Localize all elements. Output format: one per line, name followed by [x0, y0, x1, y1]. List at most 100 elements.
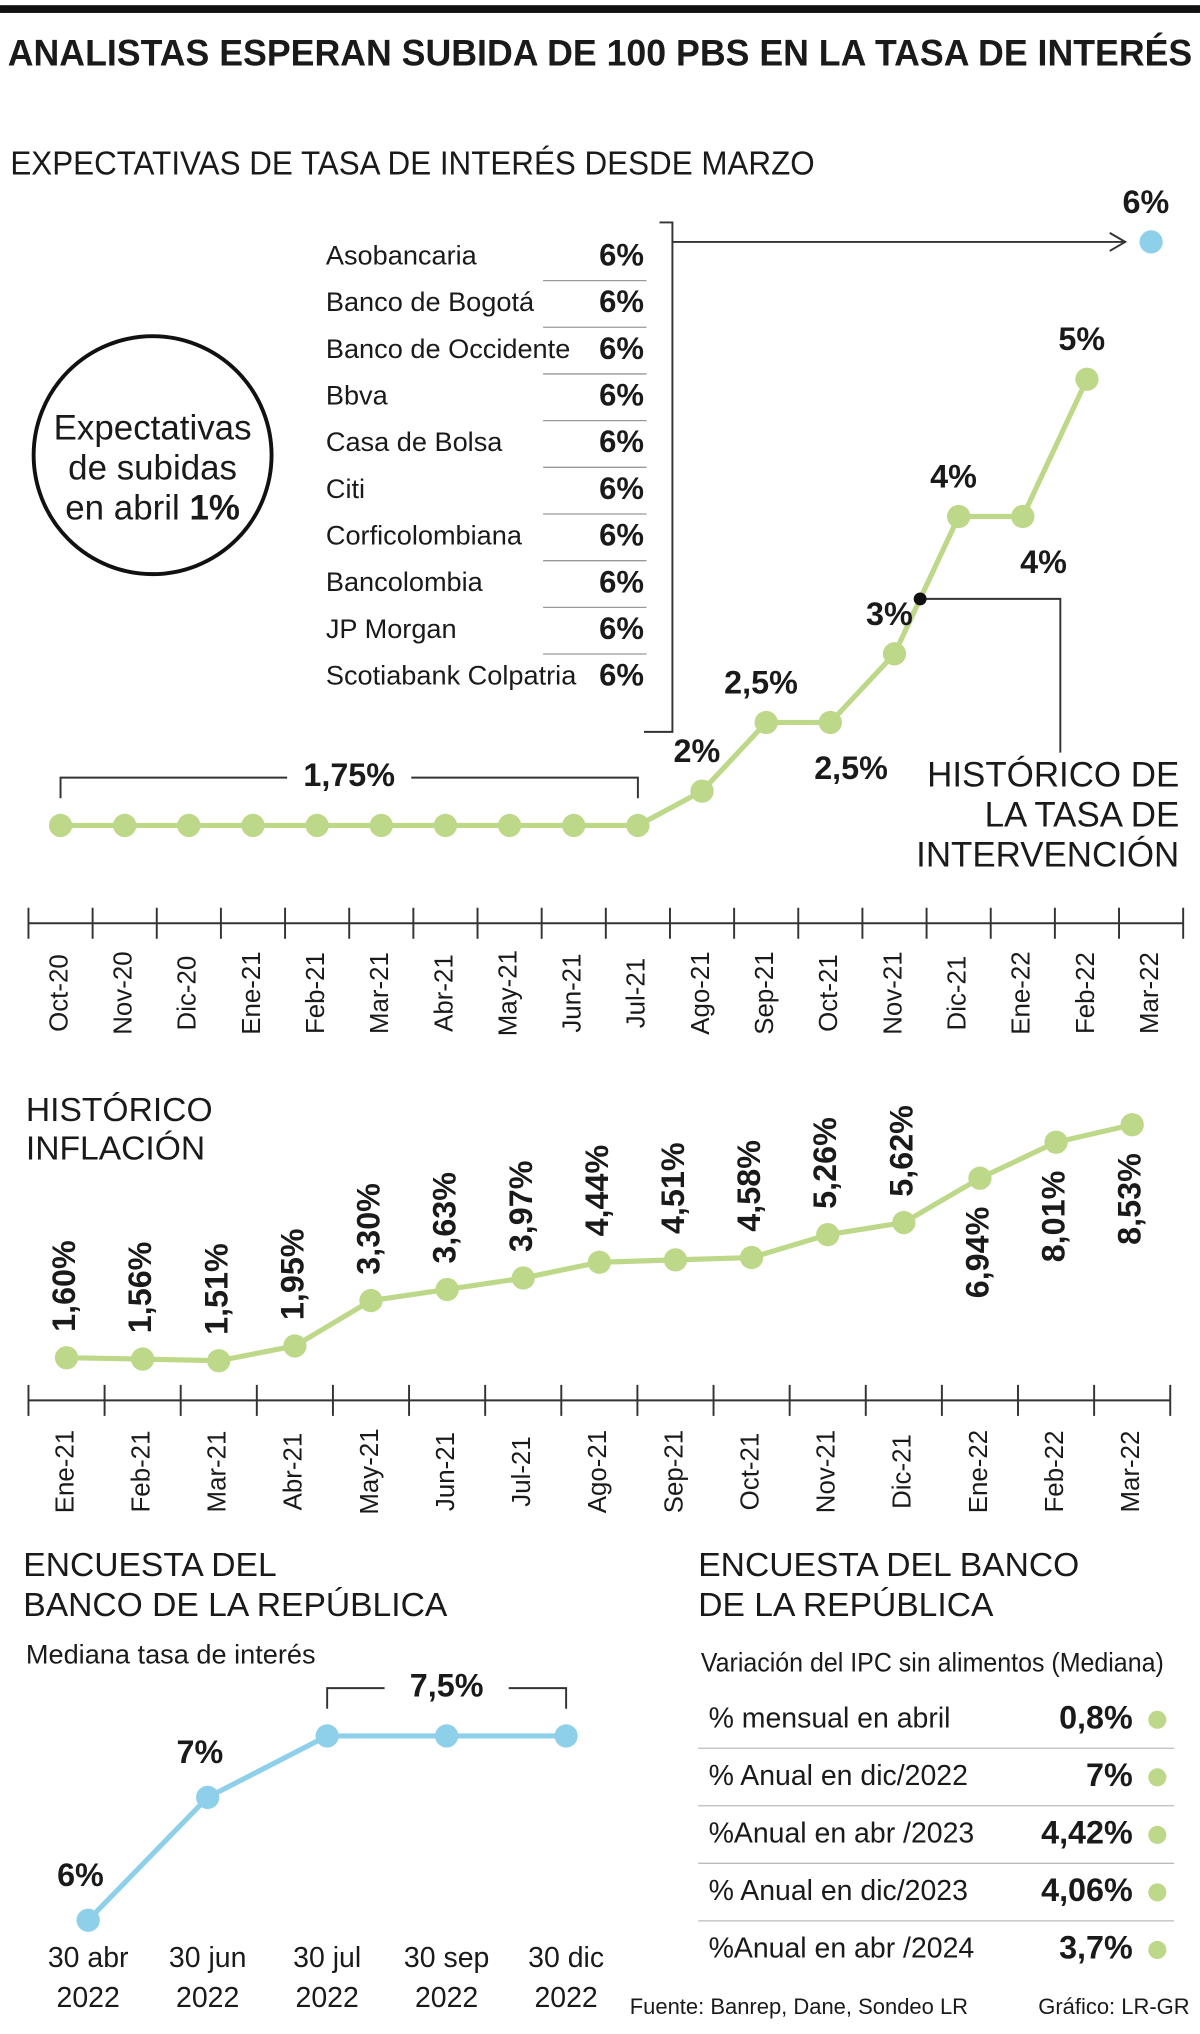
bank-value: 6%	[599, 284, 644, 319]
callout-text: en abril 1%	[65, 489, 240, 528]
value-label: 1,60%	[46, 1240, 82, 1332]
bank-name: JP Morgan	[326, 613, 457, 644]
data-point	[663, 1248, 688, 1272]
table-bracket	[643, 221, 674, 733]
annotation-connector	[920, 597, 1062, 753]
bank-value: 6%	[599, 658, 644, 693]
bank-value: 6%	[599, 564, 644, 599]
value-label: 3,63%	[427, 1172, 463, 1264]
x-tick-label: Ene-21	[238, 951, 266, 1034]
x-tick-label: Oct-21	[736, 1433, 764, 1511]
x-tick-label: 30 jun 2022	[168, 1940, 247, 2014]
page-title: ANALISTAS ESPERAN SUBIDA DE 100 PBS EN L…	[8, 32, 1192, 74]
bank-value: 6%	[599, 518, 644, 553]
x-tick-label: May-21	[356, 1428, 384, 1514]
x-tick-label-box: 30 abr 2022	[48, 1941, 129, 2013]
value-label: 6%	[1123, 184, 1170, 220]
callout-text: Expectativas	[54, 409, 252, 448]
value-label: 5,26%	[807, 1117, 843, 1209]
chart-title: INFLACIÓN	[26, 1130, 205, 1168]
data-point	[369, 813, 393, 838]
x-tick-label: Abr-21	[280, 1433, 308, 1511]
bank-name: Scotiabank Colpatria	[326, 660, 577, 691]
data-point	[54, 1346, 79, 1370]
bank-name: Bbva	[326, 380, 389, 411]
annotation-dot	[913, 592, 927, 606]
callout-value: 1%	[189, 489, 239, 528]
data-point	[511, 1266, 535, 1290]
bank-name: Banco de Bogotá	[326, 286, 535, 317]
data-point	[131, 1347, 155, 1371]
bank-value: 6%	[599, 331, 644, 366]
data-point	[554, 1724, 578, 1748]
chart-title: BANCO DE LA REPÚBLICA	[23, 1586, 448, 1624]
x-tick-label: Nov-21	[813, 1430, 841, 1513]
x-tick-label-box: 30 dic 2022	[528, 1941, 604, 2013]
chart-subtitle: Variación del IPC sin alimentos (Mediana…	[701, 1646, 1164, 1677]
x-tick-label: Feb-21	[127, 1431, 155, 1513]
x-tick-label: Feb-21	[302, 952, 330, 1034]
x-tick-label: Sep-21	[660, 1430, 688, 1513]
x-tick-label: Jul-21	[623, 958, 651, 1028]
bank-name: Citi	[326, 473, 365, 504]
row-value: 4,42%	[1041, 1814, 1133, 1850]
value-label: 4%	[930, 459, 977, 495]
bracket-gap	[287, 759, 412, 796]
value-label: 4%	[1020, 544, 1067, 580]
bank-value: 6%	[599, 471, 644, 506]
x-tick-label: Sep-21	[751, 951, 779, 1034]
x-tick-label: Ago-21	[687, 951, 715, 1034]
callout-line: Expectativas	[54, 409, 252, 448]
bank-name: Asobancaria	[326, 239, 478, 270]
annotation: HISTÓRICO DE	[927, 755, 1179, 794]
bank-value: 6%	[599, 378, 644, 413]
x-tick-label: Feb-22	[1041, 1431, 1069, 1513]
row-value: 3,7%	[1059, 1929, 1133, 1965]
data-point	[1011, 504, 1035, 529]
value-label: 2,5%	[814, 750, 888, 786]
data-point	[359, 1288, 383, 1313]
x-tick-label: Nov-20	[110, 951, 138, 1034]
bracket-gap	[384, 1670, 509, 1707]
bank-name: Banco de Occidente	[326, 333, 570, 364]
x-tick-label: Oct-21	[815, 954, 843, 1032]
data-point	[739, 1245, 764, 1270]
row-label: % mensual en abril	[709, 1702, 951, 1734]
x-tick-label: Feb-22	[1072, 952, 1100, 1034]
data-point	[562, 813, 586, 838]
data-point	[207, 1349, 231, 1373]
bank-name: Corficolombiana	[326, 520, 523, 551]
callout-circle	[31, 334, 274, 577]
bank-name: Bancolombia	[326, 566, 484, 597]
data-point	[818, 710, 842, 735]
data-point	[177, 813, 201, 838]
data-point	[816, 1223, 840, 1247]
row-dot	[1148, 1710, 1167, 1729]
data-point	[435, 1277, 459, 1302]
row-dot	[1148, 1883, 1167, 1902]
x-tick-label: Jul-21	[508, 1436, 536, 1506]
value-label: 4,58%	[731, 1140, 767, 1232]
value-label: 2%	[674, 733, 721, 769]
series-line	[86, 1733, 567, 1923]
chart-title: HISTÓRICO	[26, 1091, 213, 1129]
data-point	[968, 1166, 992, 1190]
data-point	[113, 813, 137, 838]
x-tick-label: May-21	[494, 950, 522, 1036]
x-tick-label: Ene-22	[965, 1430, 993, 1513]
top-bar	[0, 5, 1200, 13]
value-label: 1,51%	[198, 1243, 234, 1335]
x-tick-label: Jun-21	[432, 1432, 460, 1511]
data-point	[1120, 1113, 1144, 1137]
data-point	[497, 813, 522, 838]
data-point	[1075, 367, 1099, 391]
row-label: % Anual en dic/2023	[709, 1875, 968, 1907]
value-label: 7,5%	[410, 1668, 484, 1704]
value-label: 3%	[866, 596, 913, 632]
data-point	[1044, 1130, 1068, 1154]
data-point	[587, 1250, 611, 1274]
annotation: INTERVENCIÓN	[916, 836, 1179, 875]
value-label: 6,94%	[959, 1207, 995, 1299]
x-tick-label: Jun-21	[559, 954, 587, 1033]
credit: Gráfico: LR-GR	[1038, 1994, 1189, 2019]
